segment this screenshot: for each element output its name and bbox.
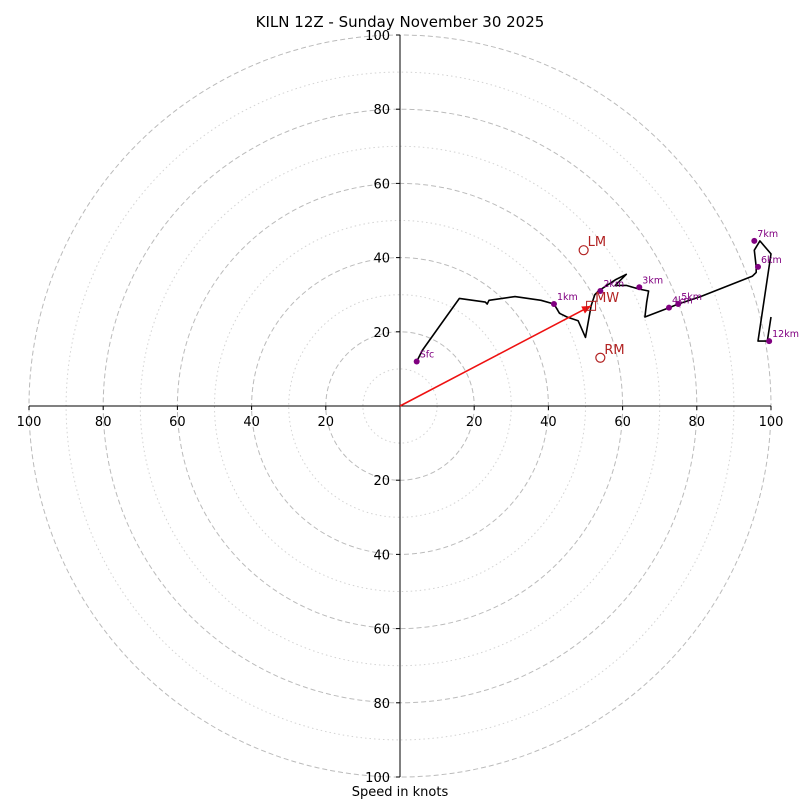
- x-tick-labels: 100 80 60 40 20 20 40 60 80 100: [17, 406, 784, 430]
- height-marker-label: 4km: [672, 296, 693, 307]
- x-tick-label: 40: [540, 415, 557, 430]
- y-tick-label: 60: [373, 177, 390, 192]
- height-marker-dot: [766, 338, 773, 345]
- y-tick-label: 60: [373, 623, 390, 638]
- storm-motion-marker: [595, 352, 606, 363]
- y-tick-label: 20: [373, 326, 390, 341]
- height-marker-label: 3km: [642, 275, 663, 286]
- storm-motion-label: MW: [595, 291, 619, 306]
- y-tick-label: 80: [373, 697, 390, 712]
- storm-motion-label: LM: [588, 235, 606, 250]
- chart-title: KILN 12Z - Sunday November 30 2025: [256, 13, 545, 31]
- storm-motion-label: RM: [604, 343, 624, 358]
- storm-motion-marker: [578, 245, 589, 256]
- y-tick-label: 40: [373, 252, 390, 267]
- x-tick-label: 20: [466, 415, 483, 430]
- height-marker-label: 12km: [772, 329, 799, 340]
- height-marker-label: 7km: [757, 229, 778, 240]
- x-tick-label: 100: [17, 415, 42, 430]
- height-marker-dot: [597, 287, 604, 294]
- x-tick-label: 40: [243, 415, 260, 430]
- x-tick-label: 100: [759, 415, 784, 430]
- storm-motion-markers: LM MW RM: [578, 235, 625, 363]
- height-marker-dot: [413, 358, 420, 365]
- height-marker-label: 1km: [557, 292, 578, 303]
- height-marker-dot: [755, 263, 762, 270]
- x-axis-label: Speed in knots: [352, 785, 449, 800]
- height-marker-label: 6km: [761, 255, 782, 266]
- x-tick-label: 80: [689, 415, 706, 430]
- height-marker-dot: [550, 300, 557, 307]
- y-tick-label: 40: [373, 548, 390, 563]
- x-tick-label: 80: [95, 415, 112, 430]
- x-tick-label: 60: [614, 415, 631, 430]
- height-marker-label: 2km: [603, 279, 624, 290]
- y-tick-label: 80: [373, 103, 390, 118]
- y-tick-label: 20: [373, 474, 390, 489]
- height-marker-dot: [751, 237, 758, 244]
- shear-vector-line: [399, 305, 592, 407]
- x-tick-label: 20: [318, 415, 335, 430]
- y-tick-label: 100: [365, 771, 390, 786]
- height-marker-dot: [675, 300, 682, 307]
- mean-wind-marker: [586, 300, 597, 311]
- height-marker-dot: [665, 304, 672, 311]
- height-marker-label: Sfc: [420, 349, 435, 360]
- y-tick-label: 100: [365, 29, 390, 44]
- height-marker-label: 5km: [681, 292, 702, 303]
- y-tick-labels: 100 80 60 40 20 20 40 60 80 100: [365, 29, 400, 786]
- height-marker-dot: [636, 284, 643, 291]
- x-tick-label: 60: [169, 415, 186, 430]
